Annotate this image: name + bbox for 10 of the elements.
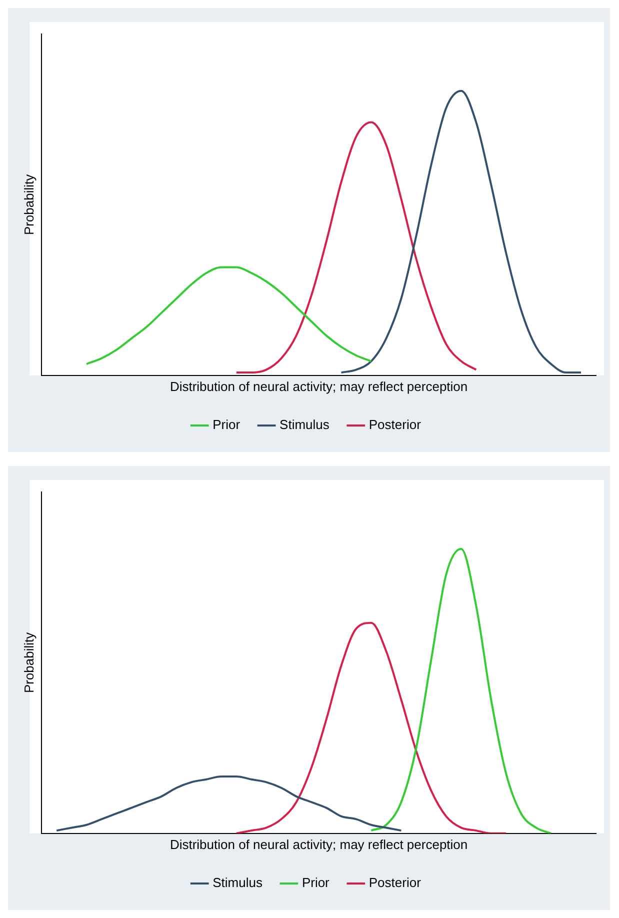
x-axis-title: Distribution of neural activity; may reflect perception	[170, 836, 468, 852]
legend-label: Posterior	[368, 417, 422, 432]
legend-label: Prior	[302, 875, 330, 890]
legend-label: Posterior	[368, 875, 422, 890]
legend-label: Prior	[212, 417, 241, 432]
y-axis-title: Probability	[21, 174, 36, 236]
x-axis-title: Distribution of neural activity; may reflect perception	[170, 378, 468, 394]
legend-label: Stimulus	[212, 875, 263, 890]
y-axis-title: Probability	[21, 632, 36, 694]
legend-label: Stimulus	[280, 417, 330, 432]
